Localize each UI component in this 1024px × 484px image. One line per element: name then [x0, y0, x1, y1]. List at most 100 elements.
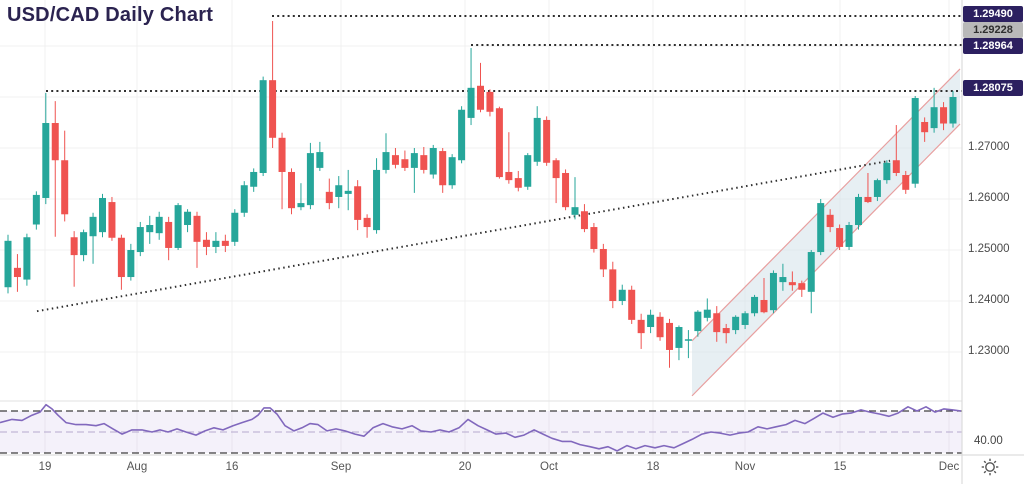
time-axis-label[interactable]: Sep: [330, 461, 352, 473]
candle-body: [845, 225, 853, 247]
candle-body: [89, 216, 97, 237]
candle-body: [165, 221, 173, 248]
candle-body: [514, 178, 522, 188]
candle-body: [892, 160, 900, 173]
candle-body: [656, 316, 664, 338]
chart-title: USD/CAD Daily Chart: [7, 4, 214, 26]
candle-body: [467, 87, 475, 118]
candle-body: [836, 228, 844, 247]
candle-body: [325, 191, 333, 204]
candle-body: [533, 117, 541, 162]
time-axis-label[interactable]: 16: [225, 461, 239, 473]
candle-body: [448, 157, 456, 186]
candle-body: [760, 299, 768, 313]
time-axis-label[interactable]: Oct: [540, 461, 558, 473]
candle-body: [363, 217, 371, 228]
candle-body: [817, 203, 825, 253]
candle-body: [127, 250, 135, 278]
candle-body: [391, 155, 399, 165]
candle-body: [552, 160, 560, 179]
time-axis-label[interactable]: Nov: [734, 461, 756, 473]
candle-body: [618, 289, 626, 301]
price-axis-label[interactable]: 1.24000: [968, 294, 1010, 306]
price-axis-label[interactable]: 1.27000: [968, 141, 1010, 153]
settings-gear-icon[interactable]: [979, 456, 1001, 478]
candle-body: [174, 205, 182, 248]
price-axis-label[interactable]: 1.26000: [968, 192, 1010, 204]
candle-body: [429, 148, 437, 175]
candle-body: [647, 314, 655, 328]
candle-body: [212, 240, 220, 247]
candle-body: [713, 313, 721, 333]
time-axis-label[interactable]: 19: [38, 461, 52, 473]
candle-body: [524, 155, 532, 187]
time-axis-label[interactable]: 18: [646, 461, 660, 473]
price-axis-label[interactable]: 1.25000: [968, 243, 1010, 255]
candle-body: [477, 85, 484, 110]
candle-body: [259, 80, 267, 173]
candle-body: [4, 240, 12, 288]
channel-lower-line[interactable]: [691, 123, 961, 397]
candle-body: [155, 216, 163, 234]
candle-body: [410, 153, 418, 168]
candle-body: [202, 239, 210, 247]
candle-body: [883, 162, 891, 181]
candle-body: [250, 171, 258, 187]
candle-body: [184, 211, 192, 226]
candle-body: [798, 283, 806, 290]
candle-body: [108, 202, 116, 238]
candle-body: [864, 196, 872, 203]
candle-body: [826, 214, 834, 228]
candle-body: [628, 289, 636, 320]
time-axis-label[interactable]: Aug: [126, 461, 148, 473]
candle-body: [580, 211, 588, 230]
candle-body: [23, 237, 31, 280]
candle-body: [80, 232, 88, 256]
candle-body: [42, 123, 50, 198]
time-axis-label[interactable]: 15: [833, 461, 847, 473]
candle-body: [590, 227, 598, 249]
candle-body: [240, 185, 248, 213]
time-axis-label[interactable]: 20: [458, 461, 472, 473]
candle-body: [439, 151, 447, 186]
candle-body: [136, 227, 144, 253]
price-level-flag: 1.29490: [963, 6, 1023, 22]
candle-body: [354, 186, 362, 220]
candle-body: [599, 248, 607, 270]
candle-body: [269, 80, 277, 138]
candle-body: [732, 316, 740, 331]
candle-body: [543, 119, 551, 163]
candle-body: [751, 296, 759, 314]
candle-body: [855, 196, 862, 226]
candle-body: [13, 267, 21, 278]
candle-body: [306, 153, 314, 206]
candle-body: [70, 237, 78, 256]
candle-body: [666, 322, 673, 350]
candle-body: [335, 185, 343, 197]
candle-body: [382, 152, 390, 170]
current-price-flag: 1.29228: [963, 22, 1023, 38]
candle-body: [675, 327, 683, 348]
candle-body: [779, 277, 787, 283]
time-axis-label[interactable]: Dec: [938, 461, 960, 473]
candle-body: [637, 319, 645, 334]
indicator-line: [0, 403, 962, 452]
candle-body: [930, 107, 938, 129]
candle-body: [99, 197, 106, 233]
candle-body: [401, 159, 409, 168]
trend-channel-fill: [692, 68, 960, 396]
candle-body: [571, 207, 579, 215]
candle-body: [288, 171, 295, 209]
candle-body: [146, 225, 154, 233]
candle-body: [297, 203, 305, 208]
indicator-value-label: 40.00: [974, 435, 1003, 447]
channel-upper-line[interactable]: [691, 68, 961, 342]
candle-body: [741, 313, 749, 325]
candle-body: [873, 180, 881, 197]
candle-body: [420, 155, 428, 170]
price-axis-label[interactable]: 1.23000: [968, 345, 1010, 357]
candle-body: [911, 98, 919, 184]
candle-body: [788, 282, 796, 286]
